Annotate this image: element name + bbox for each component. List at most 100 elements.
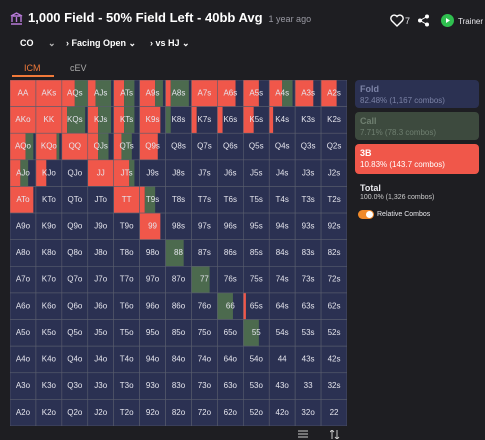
raise-share: [321, 80, 337, 107]
hand-label: QTs: [120, 142, 134, 151]
hand-label: KQs: [67, 115, 83, 124]
hand-label: 93o: [146, 381, 160, 390]
hand-label: J7o: [94, 275, 107, 284]
raise-share: [139, 80, 156, 107]
hand-label: 96o: [146, 301, 160, 310]
cell: [295, 372, 322, 400]
hand-label: 42o: [276, 408, 290, 417]
hand-label: 94s: [276, 221, 289, 230]
hand-label: J4s: [276, 168, 288, 177]
raise-panel[interactable]: 3B 10.83% (143.7 combos): [355, 144, 479, 174]
total-stat: 100.0% (1,326 combos): [360, 194, 435, 201]
cell: [217, 372, 244, 400]
call-share: [74, 80, 88, 107]
cell: [269, 239, 296, 267]
hand-label: 82o: [172, 408, 186, 417]
hand-label: QJo: [67, 168, 82, 177]
hand-label: Q3s: [301, 142, 316, 151]
hand-label: K4s: [275, 115, 289, 124]
call-share: [282, 80, 293, 107]
list-view-icon[interactable]: [298, 430, 308, 438]
hand-label: A2s: [327, 88, 341, 97]
villain-filter[interactable]: vs HJ: [155, 38, 180, 48]
cell: [139, 399, 166, 426]
hand-label: J4o: [94, 355, 107, 364]
raise-share: [87, 133, 99, 160]
cell: [217, 213, 244, 240]
cell: [217, 346, 244, 373]
cell: [191, 213, 218, 240]
hand-label: 82s: [328, 248, 341, 257]
toggle[interactable]: [358, 210, 374, 219]
hand-label: T5o: [120, 328, 134, 337]
cell: [165, 159, 192, 187]
call-panel[interactable]: Call 7.71% (78.3 combos): [355, 112, 479, 140]
action-filter[interactable]: Facing Open: [71, 38, 127, 48]
cell: [139, 266, 166, 293]
hand-label: K7o: [42, 275, 57, 284]
raise-share: [35, 106, 62, 134]
cell: [243, 346, 270, 373]
hand-label: AQo: [15, 142, 32, 151]
hand-label: 54s: [276, 328, 289, 337]
cell: [113, 319, 140, 347]
cell: [165, 133, 192, 160]
header-title: 1,000 Field - 50% Field Left - 40bb Avg 1…: [28, 10, 311, 25]
hand-label: 65s: [250, 301, 263, 310]
hand-label: J6s: [224, 168, 236, 177]
cell: [61, 319, 88, 347]
cell: [165, 372, 192, 400]
hand-label: K2o: [42, 408, 57, 417]
cell: [321, 319, 347, 347]
share-icon[interactable]: [417, 14, 430, 27]
cell: [321, 266, 347, 293]
hand-label: 62s: [328, 301, 341, 310]
hand-label: 73o: [198, 381, 212, 390]
cell: [165, 319, 192, 347]
hand-label: 64o: [224, 355, 238, 364]
hand-label: ATs: [120, 88, 133, 97]
raise-share: [139, 213, 161, 240]
cell: [217, 239, 244, 267]
hand-label: Q6o: [67, 301, 83, 310]
tab-icm[interactable]: ICM: [24, 63, 41, 73]
hand-label: J5o: [94, 328, 107, 337]
hand-label: 43o: [276, 381, 290, 390]
raise-share: [269, 80, 283, 107]
raise-share: [243, 80, 259, 107]
call-share: [243, 319, 259, 347]
hand-label: K6s: [223, 115, 237, 124]
cell: [61, 186, 88, 214]
hand-label: 75o: [198, 328, 212, 337]
hand-label: A6o: [16, 301, 31, 310]
like-icon[interactable]: [390, 14, 404, 27]
hand-label: 74s: [276, 275, 289, 284]
hand-label: K8s: [172, 115, 186, 124]
cell: [61, 292, 88, 320]
call-share: [191, 266, 210, 293]
raise-share: [113, 133, 122, 160]
hand-label: 52s: [328, 328, 341, 337]
hand-label: QTo: [67, 195, 82, 204]
sort-icon[interactable]: [330, 430, 340, 439]
cell: [243, 213, 270, 240]
call-share: [98, 106, 112, 134]
cell: [321, 346, 347, 373]
cell: [139, 372, 166, 400]
position-filter[interactable]: CO: [20, 38, 34, 48]
tab-cev[interactable]: cEV: [70, 63, 87, 73]
cell: [295, 319, 322, 347]
raise-share: [139, 186, 145, 214]
fold-panel[interactable]: Fold 82.48% (1,167 combos): [355, 80, 479, 108]
trainer-icon[interactable]: [441, 14, 454, 27]
hand-label: Q8s: [171, 142, 186, 151]
raise-share: [10, 186, 34, 214]
trainer-label[interactable]: Trainer: [458, 17, 484, 26]
hand-label: J3s: [302, 168, 314, 177]
action-stat: 10.83% (143.7 combos): [360, 160, 445, 169]
cell: [191, 319, 218, 347]
action-name: Call: [360, 116, 377, 126]
cell: [191, 186, 218, 214]
cell: [139, 239, 166, 267]
cell: [113, 213, 140, 240]
